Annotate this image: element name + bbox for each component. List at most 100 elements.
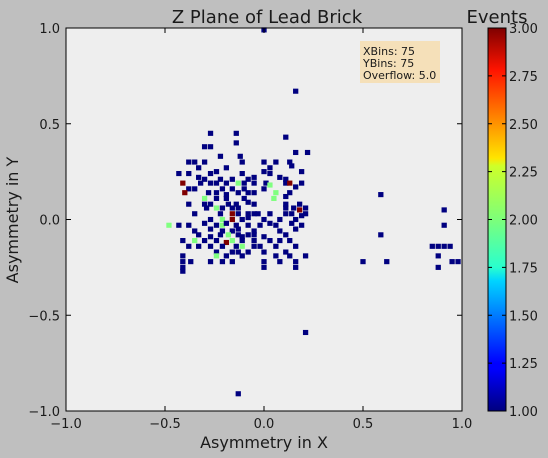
heatmap-cell bbox=[239, 170, 245, 177]
heatmap-cell bbox=[235, 226, 241, 232]
stats-box: XBins: 75 YBins: 75 Overflow: 5.0 bbox=[360, 41, 440, 83]
heatmap-cell bbox=[235, 180, 241, 186]
heatmap-cell bbox=[277, 259, 283, 265]
heatmap-cell bbox=[186, 170, 192, 177]
heatmap-cell bbox=[251, 180, 257, 186]
heatmap-cell bbox=[449, 259, 455, 265]
heatmap-cell bbox=[255, 211, 261, 217]
heatmap-cell bbox=[261, 234, 267, 240]
colorbar-ticks: 1.00 1.25 1.50 1.75 2.00 2.25 2.50 2.75 3.00 bbox=[488, 22, 538, 420]
heatmap-cell bbox=[435, 264, 441, 270]
heatmap-cell bbox=[207, 170, 214, 177]
heatmap-cell bbox=[241, 186, 247, 192]
chart-title: Z Plane of Lead Brick bbox=[172, 7, 363, 28]
colorbar-tick-label: 2.25 bbox=[509, 166, 538, 181]
heatmap-cell bbox=[176, 170, 182, 177]
heatmap-cell bbox=[287, 159, 293, 165]
heatmap-cell bbox=[201, 238, 208, 244]
heatmap-cell bbox=[213, 190, 220, 196]
heatmap-cell bbox=[201, 195, 208, 201]
heatmap-cell bbox=[213, 249, 220, 255]
heatmap-cell bbox=[293, 226, 299, 232]
heatmap-cell bbox=[219, 216, 226, 223]
heatmap-cell bbox=[283, 211, 289, 217]
heatmap-cell bbox=[267, 182, 273, 188]
heatmap-cell bbox=[267, 238, 273, 244]
heatmap-cell bbox=[245, 232, 251, 238]
heatmap-cell bbox=[166, 222, 172, 228]
heatmap-cell bbox=[201, 176, 208, 182]
heatmap-cell bbox=[245, 215, 251, 221]
heatmap-cell bbox=[219, 222, 226, 228]
heatmap-cell bbox=[441, 222, 447, 228]
heatmap-cell bbox=[293, 264, 299, 270]
x-tick-label: 1.0 bbox=[452, 417, 473, 432]
heatmap-cell bbox=[251, 190, 257, 196]
heatmap-cell bbox=[219, 243, 226, 249]
heatmap-cell bbox=[263, 180, 269, 186]
heatmap-cells bbox=[166, 27, 461, 397]
heatmap-cell bbox=[182, 190, 188, 196]
heatmap-cell bbox=[233, 140, 239, 146]
heatmap-cell bbox=[429, 243, 435, 249]
heatmap-cell bbox=[235, 190, 241, 196]
heatmap-cell bbox=[239, 234, 245, 240]
heatmap-cell bbox=[229, 238, 235, 244]
colorbar-tick-label: 2.50 bbox=[509, 118, 538, 133]
heatmap-cell bbox=[302, 205, 309, 211]
heatmap-cell bbox=[223, 220, 230, 226]
heatmap-cell bbox=[261, 259, 267, 265]
colorbar-tick-label: 1.50 bbox=[509, 309, 538, 324]
heatmap-cell bbox=[180, 253, 186, 259]
heatmap-cell bbox=[261, 216, 267, 223]
heatmap-cell bbox=[289, 220, 295, 226]
heatmap-cell bbox=[180, 259, 186, 265]
heatmap-cell bbox=[223, 239, 230, 246]
heatmap-cell bbox=[217, 153, 224, 159]
heatmap-cell bbox=[267, 220, 273, 226]
heatmap-cell bbox=[219, 228, 226, 234]
heatmap-cell bbox=[261, 249, 267, 255]
heatmap-cell bbox=[261, 169, 267, 175]
heatmap-cell bbox=[251, 228, 257, 234]
heatmap-cell bbox=[180, 180, 186, 186]
heatmap-cell bbox=[291, 205, 297, 211]
heatmap-cell bbox=[245, 176, 251, 182]
heatmap-cell bbox=[225, 201, 231, 207]
heatmap-cell bbox=[251, 232, 257, 238]
heatmap-cell bbox=[283, 134, 289, 140]
heatmap-cell bbox=[235, 232, 241, 238]
heatmap-cell bbox=[223, 180, 230, 186]
heatmap-cell bbox=[302, 329, 309, 336]
heatmap-cell bbox=[277, 216, 283, 223]
heatmap-cell bbox=[378, 192, 384, 198]
heatmap-cell bbox=[223, 165, 230, 171]
heatmap-cell bbox=[229, 228, 235, 234]
heatmap-cell bbox=[203, 205, 210, 211]
heatmap-cell bbox=[293, 216, 299, 223]
heatmap-cell bbox=[245, 211, 251, 217]
x-axis-ticks: −1.0 −0.5 0.0 0.5 1.0 bbox=[50, 28, 472, 432]
heatmap-cell bbox=[283, 201, 289, 207]
heatmap-cell bbox=[251, 201, 257, 207]
heatmap-cell bbox=[219, 186, 226, 192]
heatmap-cell bbox=[298, 180, 305, 186]
y-tick-label: 1.0 bbox=[39, 22, 60, 37]
heatmap-cell bbox=[205, 190, 212, 196]
colorbar-label: Events bbox=[467, 7, 528, 28]
y-tick-label: −1.0 bbox=[28, 405, 60, 420]
heatmap-cell bbox=[192, 186, 198, 192]
heatmap-cell bbox=[207, 144, 214, 150]
heatmap-cell bbox=[229, 249, 235, 255]
y-tick-label: 0.0 bbox=[39, 214, 60, 229]
heatmap-cell bbox=[239, 159, 245, 165]
heatmap-cell bbox=[455, 259, 461, 265]
heatmap-cell bbox=[225, 232, 231, 238]
heatmap-cell bbox=[273, 190, 279, 196]
heatmap-cell bbox=[261, 186, 267, 192]
heatmap-cell bbox=[302, 253, 309, 259]
heatmap-cell bbox=[192, 211, 198, 217]
heatmap-cell bbox=[273, 243, 279, 249]
heatmap-cell bbox=[213, 222, 220, 228]
